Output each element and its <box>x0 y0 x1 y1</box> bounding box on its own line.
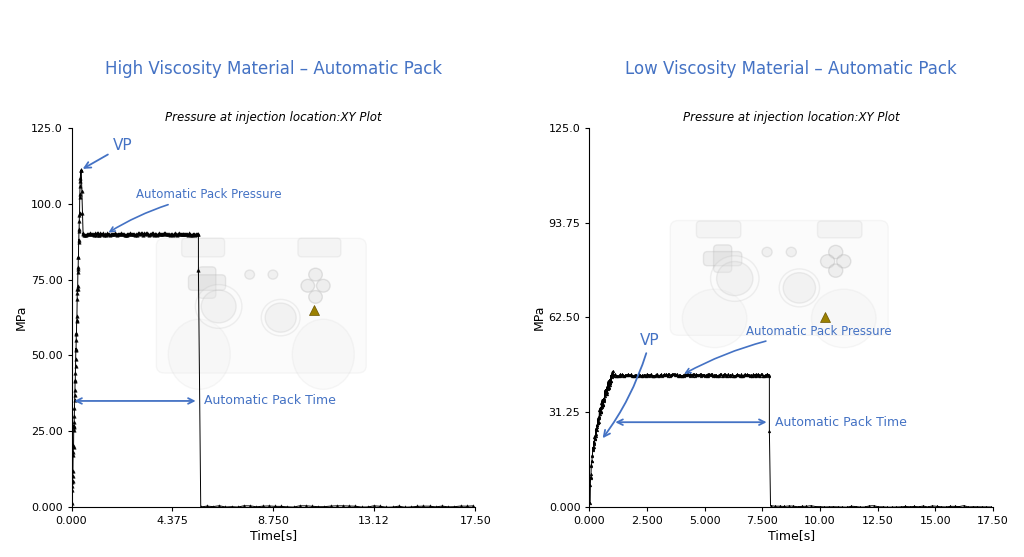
Ellipse shape <box>292 319 354 389</box>
Circle shape <box>301 280 314 292</box>
Text: Automatic Pack Pressure: Automatic Pack Pressure <box>111 188 282 232</box>
Title: Pressure at injection location:XY Plot: Pressure at injection location:XY Plot <box>165 111 382 124</box>
Circle shape <box>201 290 237 323</box>
FancyBboxPatch shape <box>696 221 740 238</box>
Text: Low Viscosity Material – Automatic Pack: Low Viscosity Material – Automatic Pack <box>626 60 957 79</box>
Text: Automatic Pack Time: Automatic Pack Time <box>775 416 907 429</box>
Circle shape <box>265 303 296 332</box>
Circle shape <box>261 300 300 336</box>
Circle shape <box>783 273 815 303</box>
Circle shape <box>828 264 843 277</box>
Circle shape <box>711 256 759 301</box>
Circle shape <box>309 268 323 281</box>
Ellipse shape <box>682 289 746 348</box>
Ellipse shape <box>168 319 230 389</box>
Circle shape <box>786 247 797 257</box>
Circle shape <box>268 270 278 279</box>
Circle shape <box>837 255 851 268</box>
Text: VP: VP <box>604 333 659 437</box>
Text: VP: VP <box>85 139 133 168</box>
FancyBboxPatch shape <box>157 238 367 373</box>
FancyBboxPatch shape <box>298 238 341 257</box>
Circle shape <box>828 246 843 258</box>
Circle shape <box>820 255 835 268</box>
Circle shape <box>245 270 255 279</box>
Circle shape <box>309 291 323 303</box>
FancyBboxPatch shape <box>181 238 224 257</box>
Y-axis label: MPa: MPa <box>532 305 546 330</box>
Circle shape <box>762 247 772 257</box>
X-axis label: Time[s]: Time[s] <box>250 529 297 542</box>
FancyBboxPatch shape <box>199 267 216 299</box>
Text: High Viscosity Material – Automatic Pack: High Viscosity Material – Automatic Pack <box>104 60 442 79</box>
FancyBboxPatch shape <box>703 252 741 266</box>
Circle shape <box>316 280 330 292</box>
Circle shape <box>717 261 753 296</box>
FancyBboxPatch shape <box>670 221 888 335</box>
Circle shape <box>779 269 819 307</box>
FancyBboxPatch shape <box>817 221 862 238</box>
FancyBboxPatch shape <box>714 245 732 272</box>
Text: Automatic Pack Pressure: Automatic Pack Pressure <box>686 325 892 373</box>
FancyBboxPatch shape <box>188 275 225 290</box>
Title: Pressure at injection location:XY Plot: Pressure at injection location:XY Plot <box>683 111 900 124</box>
X-axis label: Time[s]: Time[s] <box>768 529 815 542</box>
Text: Automatic Pack Time: Automatic Pack Time <box>204 394 336 408</box>
Circle shape <box>196 285 242 328</box>
Y-axis label: MPa: MPa <box>15 305 28 330</box>
Ellipse shape <box>811 289 877 348</box>
